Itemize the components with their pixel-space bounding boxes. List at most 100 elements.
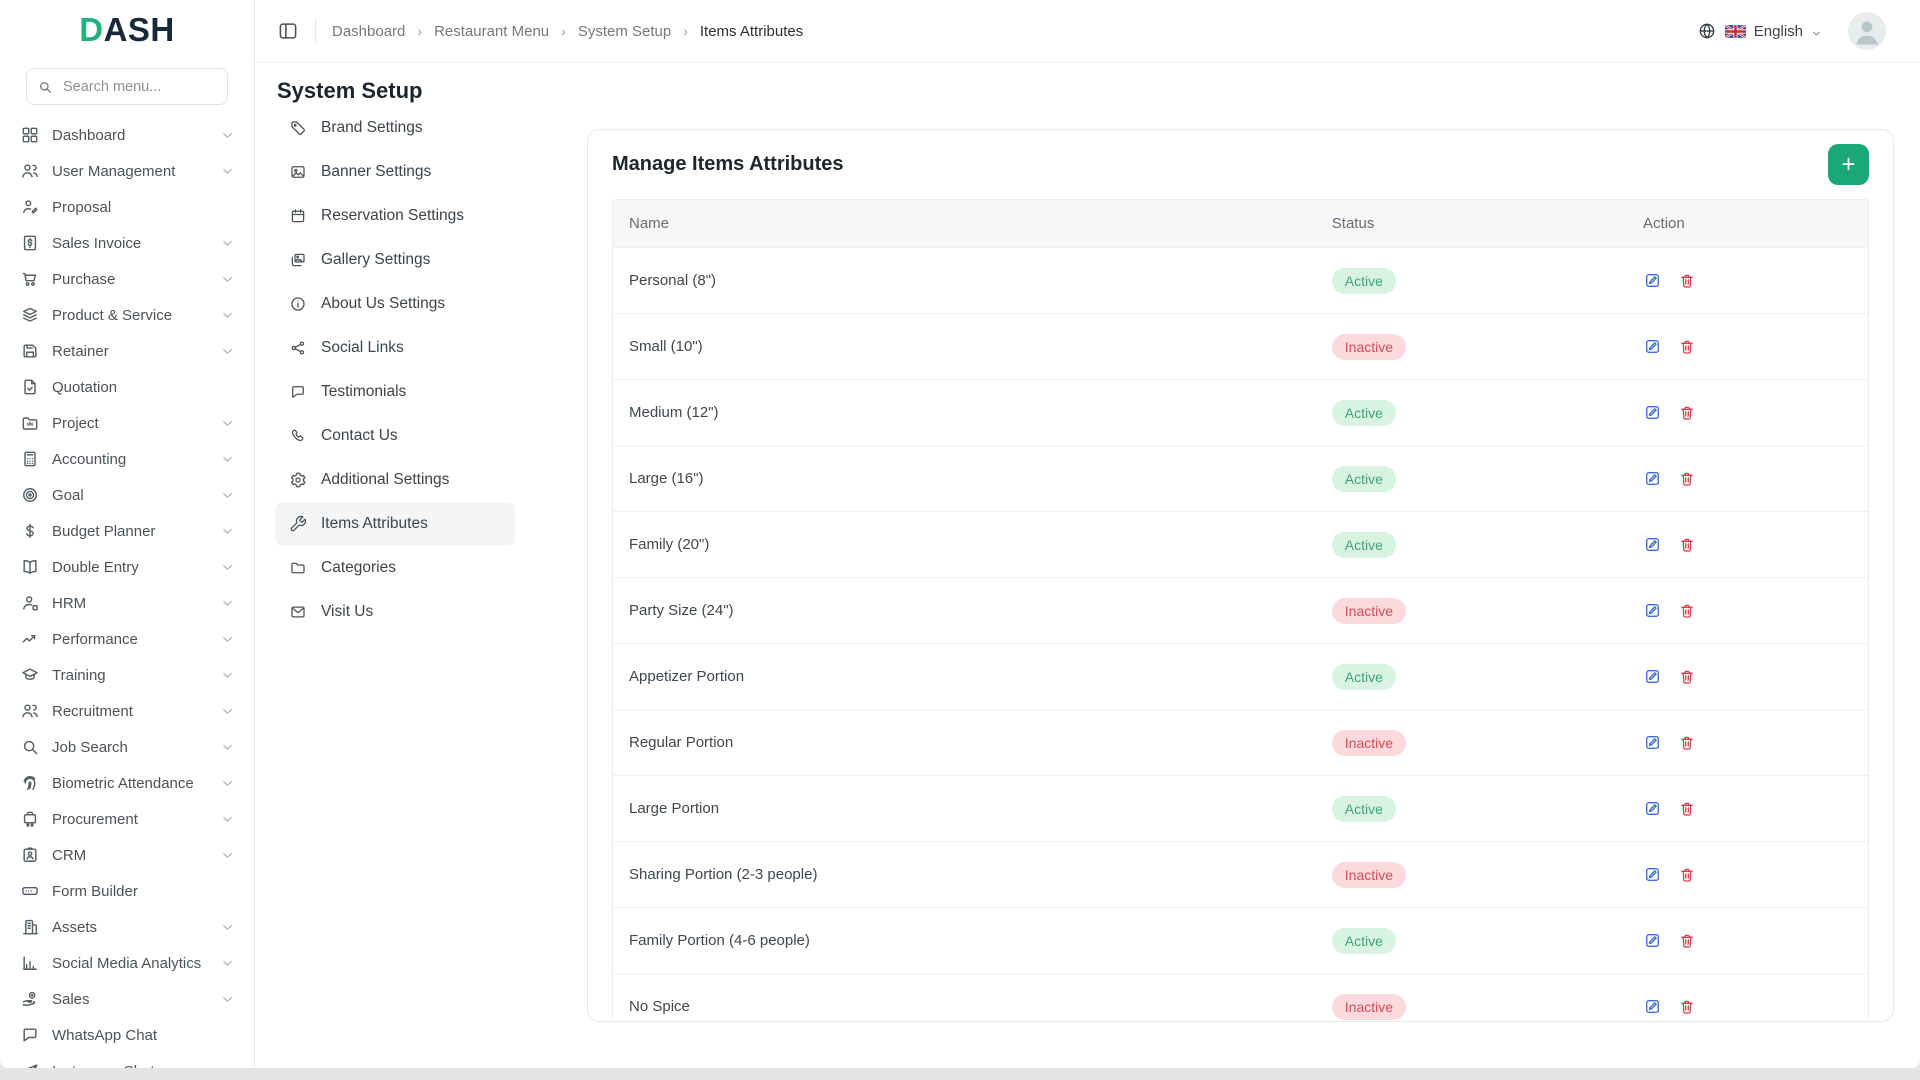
sidebar-item-procurement[interactable]: Procurement (0, 801, 254, 837)
breadcrumb-item-system-setup[interactable]: System Setup (577, 22, 672, 40)
attribute-name: Party Size (24") (613, 577, 1316, 644)
table-row: Regular Portion Inactive (613, 709, 1868, 776)
settings-menu-item-categories[interactable]: Categories (275, 546, 515, 590)
sidebar-item-instagram-chat[interactable]: Instagram Chat (0, 1053, 254, 1068)
sidebar-item-assets[interactable]: Assets (0, 909, 254, 945)
table-row: Sharing Portion (2-3 people) Inactive (613, 841, 1868, 908)
delete-button[interactable] (1678, 668, 1696, 686)
sidebar-search[interactable] (26, 68, 228, 105)
sidebar-item-user-management[interactable]: User Management (0, 153, 254, 189)
globe-icon (1697, 21, 1717, 41)
edit-button[interactable] (1643, 469, 1662, 488)
book-icon (20, 557, 40, 577)
delete-button[interactable] (1678, 536, 1696, 554)
breadcrumb-item-dashboard[interactable]: Dashboard (332, 22, 406, 40)
delete-button[interactable] (1678, 602, 1696, 620)
settings-menu-item-social-links[interactable]: Social Links (275, 326, 515, 370)
edit-button[interactable] (1643, 733, 1662, 752)
search-icon (40, 81, 51, 93)
sidebar-item-social-media-analytics[interactable]: Social Media Analytics (0, 945, 254, 981)
status-badge: Inactive (1331, 729, 1407, 756)
sidebar-item-training[interactable]: Training (0, 657, 254, 693)
sidebar-item-goal[interactable]: Goal (0, 477, 254, 513)
add-attribute-button[interactable]: + (1828, 144, 1869, 185)
tag-icon (289, 119, 307, 137)
settings-menu-item-testimonials[interactable]: Testimonials (275, 370, 515, 414)
delete-button[interactable] (1678, 338, 1696, 356)
search-input[interactable] (61, 77, 217, 96)
sidebar-item-budget-planner[interactable]: Budget Planner (0, 513, 254, 549)
delete-button[interactable] (1678, 932, 1696, 950)
sidebar-toggle-icon[interactable] (277, 20, 299, 42)
settings-menu-item-gallery-settings[interactable]: Gallery Settings (275, 238, 515, 282)
edit-button[interactable] (1643, 667, 1662, 686)
logo-letter-d: D (79, 11, 104, 48)
calendar-icon (289, 207, 307, 225)
settings-menu-item-brand-settings[interactable]: Brand Settings (275, 106, 515, 150)
sidebar-item-job-search[interactable]: Job Search (0, 729, 254, 765)
sidebar-item-form-builder[interactable]: Form Builder (0, 873, 254, 909)
sidebar-item-label: Project (52, 414, 99, 432)
delete-button[interactable] (1678, 800, 1696, 818)
settings-menu-label: Gallery Settings (321, 251, 431, 268)
gallery-icon (289, 251, 307, 269)
fingerprint-icon (20, 773, 40, 793)
settings-menu-item-reservation-settings[interactable]: Reservation Settings (275, 194, 515, 238)
language-selector[interactable]: English (1697, 21, 1822, 41)
column-header-status: Status (1315, 200, 1628, 248)
sidebar-item-double-entry[interactable]: Double Entry (0, 549, 254, 585)
settings-menu-item-additional-settings[interactable]: Additional Settings (275, 458, 515, 502)
status-badge: Active (1331, 465, 1396, 492)
sidebar-item-purchase[interactable]: Purchase (0, 261, 254, 297)
settings-menu-item-items-attributes[interactable]: Items Attributes (275, 502, 515, 546)
settings-menu-item-about-us-settings[interactable]: About Us Settings (275, 282, 515, 326)
delete-button[interactable] (1678, 404, 1696, 422)
invoice-icon (20, 233, 40, 253)
trend-icon (20, 629, 40, 649)
delete-button[interactable] (1678, 866, 1696, 884)
sidebar-item-dashboard[interactable]: Dashboard (0, 117, 254, 153)
sidebar-item-quotation[interactable]: Quotation (0, 369, 254, 405)
gear-icon (289, 471, 307, 489)
status-badge: Inactive (1331, 861, 1407, 888)
sidebar-item-crm[interactable]: CRM (0, 837, 254, 873)
edit-button[interactable] (1643, 403, 1662, 422)
sidebar-item-performance[interactable]: Performance (0, 621, 254, 657)
sidebar-item-biometric-attendance[interactable]: Biometric Attendance (0, 765, 254, 801)
settings-menu-item-banner-settings[interactable]: Banner Settings (275, 150, 515, 194)
edit-button[interactable] (1643, 601, 1662, 620)
settings-menu-label: Brand Settings (321, 119, 423, 136)
settings-menu-item-visit-us[interactable]: Visit Us (275, 590, 515, 634)
delete-button[interactable] (1678, 734, 1696, 752)
sidebar-item-accounting[interactable]: Accounting (0, 441, 254, 477)
sidebar-item-recruitment[interactable]: Recruitment (0, 693, 254, 729)
delete-button[interactable] (1678, 470, 1696, 488)
edit-button[interactable] (1643, 799, 1662, 818)
wrench-icon (289, 515, 307, 533)
chevron-down-icon (221, 669, 234, 682)
sidebar-item-retainer[interactable]: Retainer (0, 333, 254, 369)
delete-button[interactable] (1678, 272, 1696, 290)
edit-button[interactable] (1643, 997, 1662, 1016)
edit-button[interactable] (1643, 337, 1662, 356)
sidebar-item-sales[interactable]: Sales (0, 981, 254, 1017)
breadcrumb-item-restaurant-menu[interactable]: Restaurant Menu (434, 22, 550, 40)
user-avatar[interactable] (1848, 12, 1886, 50)
edit-button[interactable] (1643, 931, 1662, 950)
sidebar-item-product-service[interactable]: Product & Service (0, 297, 254, 333)
sidebar-item-project[interactable]: Project (0, 405, 254, 441)
delete-button[interactable] (1678, 998, 1696, 1016)
sidebar-item-sales-invoice[interactable]: Sales Invoice (0, 225, 254, 261)
attribute-name: Sharing Portion (2-3 people) (613, 841, 1316, 908)
brand-logo: D ASH (0, 0, 254, 60)
settings-menu-item-contact-us[interactable]: Contact Us (275, 414, 515, 458)
edit-button[interactable] (1643, 535, 1662, 554)
sidebar-item-label: Recruitment (52, 702, 133, 720)
edit-button[interactable] (1643, 271, 1662, 290)
settings-menu-label: Reservation Settings (321, 207, 465, 224)
sidebar-item-whatsapp-chat[interactable]: WhatsApp Chat (0, 1017, 254, 1053)
edit-button[interactable] (1643, 865, 1662, 884)
sidebar-item-proposal[interactable]: Proposal (0, 189, 254, 225)
sidebar-item-hrm[interactable]: HRM (0, 585, 254, 621)
chevron-down-icon (221, 633, 234, 646)
